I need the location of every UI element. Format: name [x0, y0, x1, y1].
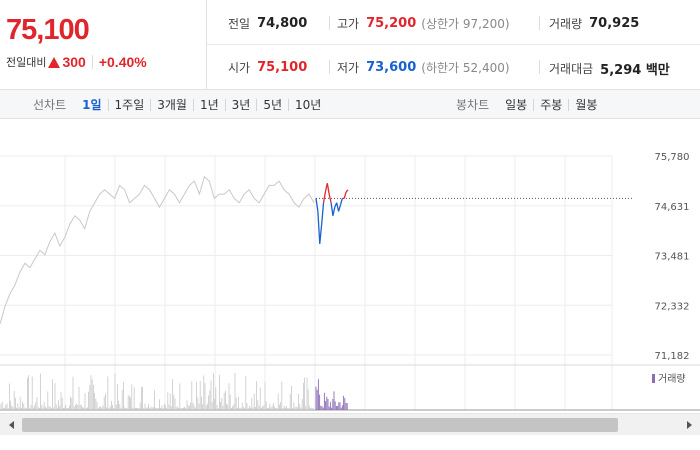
chart-scrollbar[interactable]: [0, 413, 700, 435]
today-price-segment: [320, 202, 325, 225]
stat-value: 5,294 백만: [600, 63, 670, 78]
tab-1year[interactable]: 1년: [192, 98, 225, 111]
quote-header: 75,100 전일대비 300 +0.40% 전일 74,800 고가 75,2…: [0, 0, 700, 90]
today-price-segment: [330, 202, 334, 216]
today-price-segment: [315, 198, 319, 212]
history-price-line: [0, 175, 315, 325]
stat-volume: 거래량 70,925: [549, 15, 639, 32]
price-box: 75,100 전일대비 300 +0.40%: [0, 0, 207, 90]
y-tick-label: 72,332: [655, 301, 690, 312]
stat-value: 70,925: [589, 16, 640, 31]
stat-label: 거래량: [549, 17, 583, 31]
today-price-segment: [322, 191, 327, 203]
stat-label: 전일: [228, 17, 251, 31]
y-axis: 75,780 74,631 73,481 72,332 71,182: [655, 152, 690, 362]
bottom-strip: [0, 435, 700, 450]
stat-value: 74,800: [257, 16, 308, 31]
today-price-segment: [337, 204, 342, 212]
stat-low: 저가 73,600 (하한가 52,400): [337, 59, 510, 76]
scroll-left-arrow-icon[interactable]: [2, 414, 20, 436]
tab-3years[interactable]: 3년: [224, 98, 257, 111]
stat-label: 시가: [228, 61, 251, 75]
tab-monthly-candle[interactable]: 월봉: [568, 98, 603, 111]
price-chart[interactable]: 75,780 74,631 73,481 72,332 71,182 거래량: [0, 120, 700, 420]
stat-value: 75,100: [257, 60, 308, 75]
stat-prev-close: 전일 74,800: [228, 15, 307, 32]
up-triangle-icon: [48, 56, 61, 68]
tab-1day[interactable]: 1일: [82, 97, 102, 112]
y-tick-label: 75,780: [655, 152, 690, 163]
y-tick-label: 71,182: [655, 351, 690, 362]
stat-divider: [539, 60, 540, 74]
today-price-segment: [319, 224, 323, 244]
chart-grid: [0, 155, 700, 411]
stats-row-divider: [207, 44, 700, 45]
today-price-segment: [339, 198, 343, 206]
tab-3months[interactable]: 3개월: [150, 98, 193, 111]
today-price-segment: [317, 211, 321, 244]
today-price-segment: [336, 202, 340, 212]
change-label: 전일대비: [6, 56, 47, 69]
today-price-segment: [332, 206, 336, 216]
current-price: 75,100: [6, 14, 90, 46]
volume-bars: [0, 373, 348, 410]
today-price-segment: [328, 193, 332, 203]
stat-label: 저가: [337, 61, 360, 75]
stat-value: 75,200: [366, 16, 417, 31]
today-price-segment: [326, 183, 330, 195]
tab-10years[interactable]: 10년: [288, 98, 327, 111]
stat-high: 고가 75,200 (상한가 97,200): [337, 15, 510, 32]
stat-divider: [329, 60, 330, 74]
volume-legend-label: 거래량: [658, 373, 686, 385]
y-tick-label: 73,481: [655, 252, 690, 263]
scroll-right-arrow-icon[interactable]: [680, 414, 698, 436]
today-price-segment: [343, 191, 347, 199]
line-chart-title: 선차트: [33, 98, 67, 112]
stat-sub: (상한가 97,200): [421, 17, 510, 31]
stat-label: 거래대금: [549, 62, 594, 76]
price-lines: [0, 175, 632, 325]
tab-5years[interactable]: 5년: [256, 98, 288, 111]
today-price-segment: [345, 189, 349, 193]
stat-trade-amount: 거래대금 5,294 백만: [549, 59, 670, 78]
line-chart-tabs: 선차트 1일 1주일 3개월 1년 3년 5년 10년: [33, 90, 327, 119]
change-row: 전일대비 300 +0.40%: [6, 54, 147, 70]
volume-legend-swatch: [652, 374, 655, 383]
y-tick-label: 74,631: [655, 202, 690, 213]
chart-toolbar: 선차트 1일 1주일 3개월 1년 3년 5년 10년 봉차트 일봉 주봉 월봉: [0, 90, 700, 119]
change-divider: [91, 55, 93, 69]
candle-chart-tabs: 봉차트 일봉 주봉 월봉: [456, 90, 603, 119]
tab-1week[interactable]: 1주일: [107, 98, 151, 111]
stat-sub: (하한가 52,400): [421, 61, 510, 75]
volume-legend: 거래량: [652, 373, 686, 385]
tab-daily-candle[interactable]: 일봉: [505, 97, 528, 112]
stat-label: 고가: [337, 17, 360, 31]
stat-open: 시가 75,100: [228, 59, 307, 76]
change-percent: +0.40%: [98, 54, 147, 70]
stat-divider: [539, 16, 540, 30]
stat-divider: [329, 16, 330, 30]
tab-weekly-candle[interactable]: 주봉: [533, 98, 568, 111]
scrollbar-thumb[interactable]: [22, 418, 618, 432]
change-value: 300: [62, 54, 86, 70]
candle-chart-title: 봉차트: [456, 98, 490, 112]
stat-value: 73,600: [366, 60, 417, 75]
